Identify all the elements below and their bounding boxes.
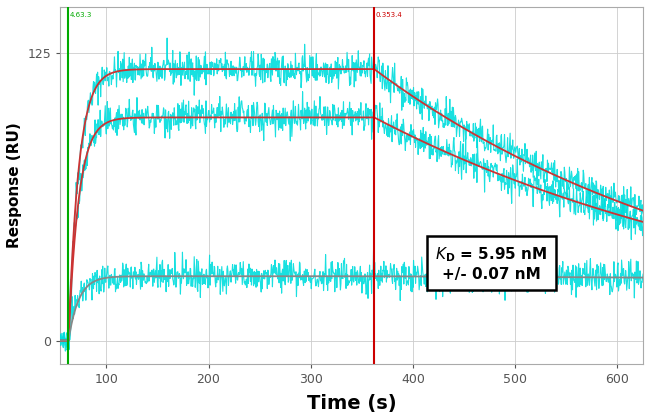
Text: 0.353.4: 0.353.4 [376,11,402,18]
Text: $K_\mathbf{D}$ = 5.95 nM
+/- 0.07 nM: $K_\mathbf{D}$ = 5.95 nM +/- 0.07 nM [436,246,548,282]
Text: 4.63.3: 4.63.3 [70,11,92,18]
X-axis label: Time (s): Time (s) [307,394,396,413]
Y-axis label: Response (RU): Response (RU) [7,123,22,248]
